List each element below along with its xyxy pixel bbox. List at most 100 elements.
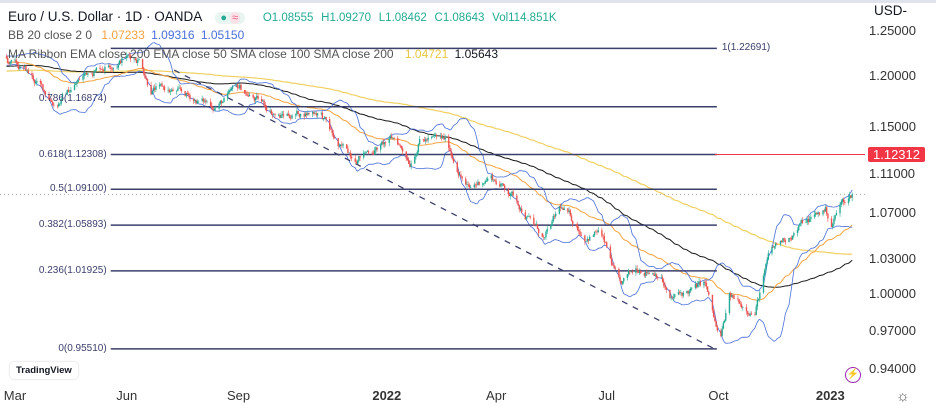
candle-body [337, 138, 339, 147]
symbol-title[interactable]: Euro / U.S. Dollar · 1D · OANDA [8, 9, 202, 24]
candle-body [459, 174, 461, 176]
candle-body [212, 108, 214, 110]
candle-body [82, 75, 84, 80]
candle-body [593, 231, 596, 236]
ohlc-high: H1.09270 [321, 12, 372, 24]
candle-body [630, 271, 632, 273]
candle-body [638, 270, 641, 273]
candle-body [790, 238, 793, 240]
candle-body [206, 101, 208, 103]
candle-body [507, 189, 510, 195]
candle-body [850, 195, 852, 198]
candle-body [213, 109, 215, 110]
candle-body [439, 135, 441, 137]
candle-body [84, 72, 87, 74]
bb-basis-value: 1.07233 [101, 28, 145, 42]
candle-body [731, 295, 733, 297]
candle-body [138, 59, 140, 61]
candle-body [654, 274, 657, 276]
candle-body [440, 135, 443, 139]
candle-body [313, 112, 315, 114]
candle-body [551, 221, 553, 226]
candle-body [476, 184, 478, 186]
candle-body [262, 100, 264, 102]
candle-body [273, 114, 275, 115]
candle-body [390, 136, 393, 139]
candle-body [365, 151, 367, 153]
candle-body [186, 93, 189, 94]
candle-body [381, 141, 383, 145]
candle-body [834, 215, 836, 219]
lightning-icon[interactable]: ⚡ [845, 367, 861, 383]
candle-body [141, 59, 144, 69]
candle-body [745, 307, 748, 312]
fib-level-label: 0.236(1.01925) [38, 264, 107, 276]
candle-body [400, 145, 403, 149]
candle-body [816, 212, 818, 215]
candle-body [146, 79, 149, 86]
candle-body [822, 210, 824, 215]
candle-body [529, 216, 531, 218]
candle-body [287, 113, 290, 116]
candle-body [134, 58, 136, 60]
candle-body [10, 60, 13, 62]
tradingview-logo[interactable]: TradingView [10, 362, 78, 379]
candle-body [416, 151, 418, 156]
dashed-trendline [173, 69, 716, 350]
candle-body [631, 271, 633, 273]
candle-body [799, 223, 801, 227]
candle-body [524, 212, 527, 220]
candle-body [417, 144, 420, 152]
candle-body [818, 212, 821, 215]
candle-body [643, 273, 646, 276]
candle-body [578, 229, 580, 232]
candle-body [841, 199, 844, 202]
candle-body [281, 114, 284, 115]
candle-body [580, 234, 582, 236]
candle-body [380, 144, 382, 150]
candle-body [277, 114, 280, 116]
candle-body [256, 95, 258, 98]
candle-body [44, 91, 47, 95]
legend-ma-row[interactable]: MA Ribbon EMA close 200 EMA close 50 SMA… [8, 47, 498, 61]
candle-body [672, 296, 675, 298]
candle-body [503, 185, 506, 190]
candle-body [418, 139, 421, 145]
candle-body [842, 199, 845, 202]
candle-body [482, 183, 484, 185]
candle-body [371, 152, 373, 154]
candle-body [793, 233, 795, 236]
ohlc-close: C1.08643 [434, 12, 485, 24]
candle-body [78, 79, 81, 81]
candle-body [338, 146, 341, 147]
candle-body [466, 184, 468, 185]
candle-body [406, 158, 409, 160]
candle-body [61, 94, 64, 99]
fib-level-label: 0.786(1.16874) [38, 92, 107, 104]
candle-body [263, 100, 265, 105]
candle-body [308, 112, 310, 114]
candle-body [830, 218, 833, 228]
gear-icon[interactable]: ☼ [896, 388, 910, 405]
candle-body [442, 136, 444, 139]
candle-body [294, 114, 297, 116]
candle-body [783, 238, 785, 241]
candle-body [519, 208, 522, 210]
currency-selector[interactable]: USD- [874, 3, 907, 18]
candle-body [296, 110, 298, 115]
candle-body [359, 156, 361, 158]
fib-level-label: 1(1.22691) [721, 42, 771, 54]
legend-bb-row[interactable]: BB 20 close 2 0 1.07233 1.09316 1.05150 [8, 28, 244, 42]
candle-body [83, 73, 85, 76]
candle-body [688, 291, 691, 294]
candle-body [637, 270, 640, 273]
candle-body [712, 310, 715, 317]
market-status-badge[interactable]: ● ≈ [215, 12, 246, 24]
candle-body [851, 194, 853, 198]
candle-body [220, 100, 223, 104]
candle-body [172, 89, 174, 92]
candle-body [559, 206, 562, 208]
candle-body [7, 57, 9, 63]
candle-body [614, 267, 616, 269]
